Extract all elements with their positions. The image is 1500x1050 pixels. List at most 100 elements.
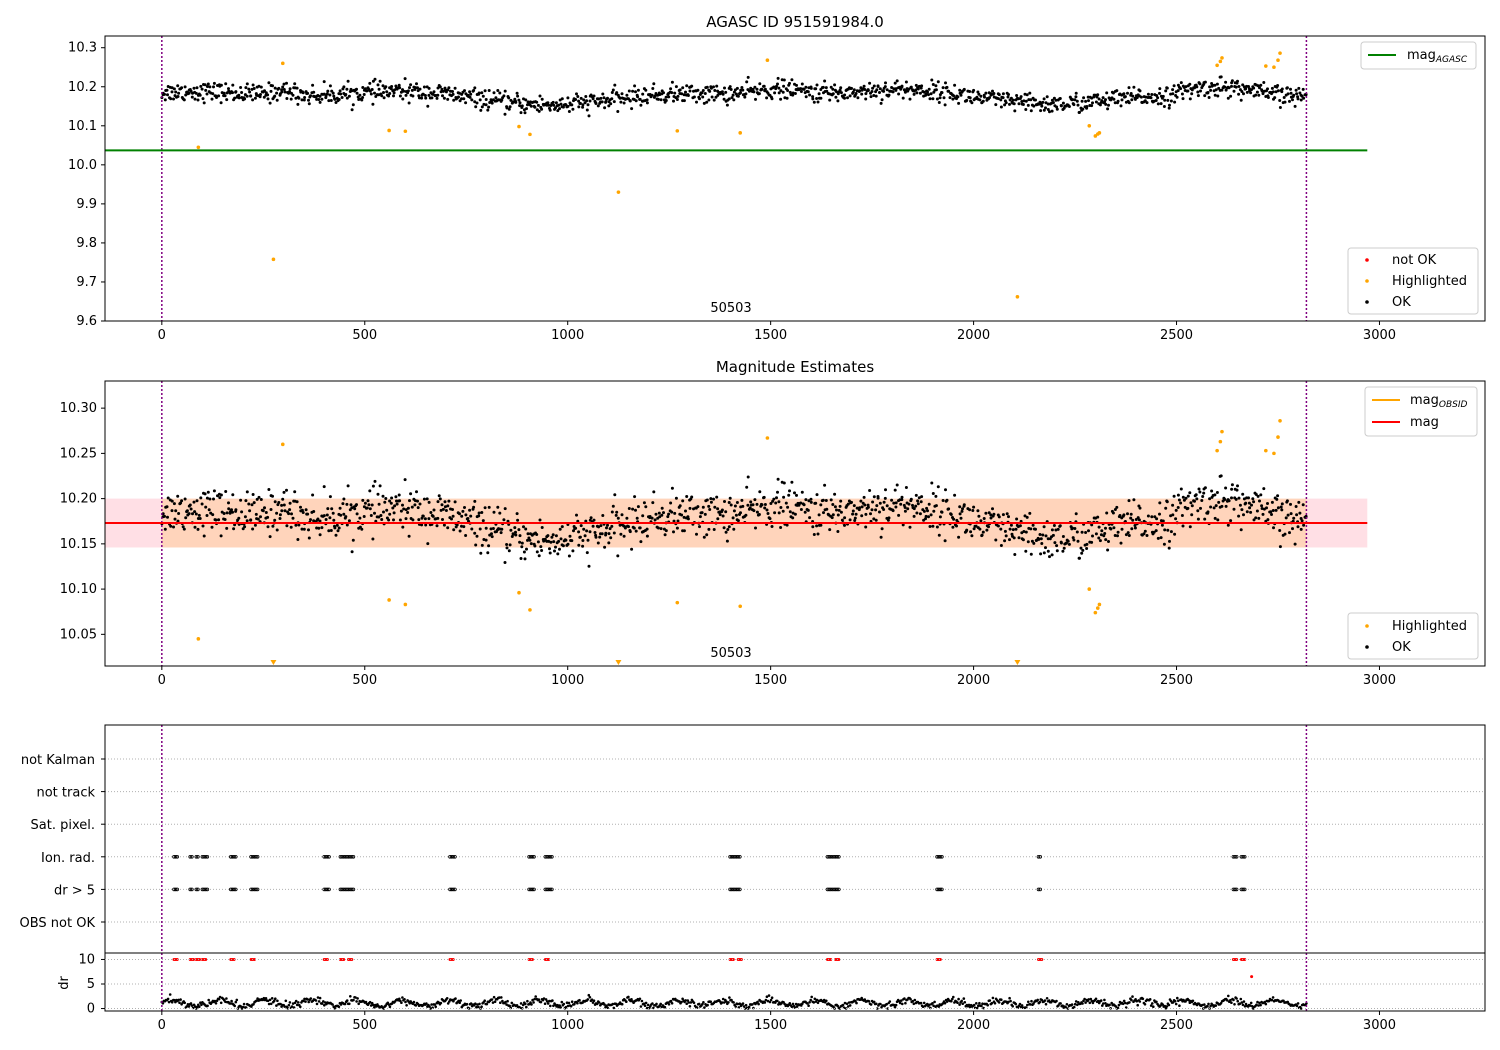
dr-point: [199, 1001, 202, 1004]
ok-point: [166, 515, 169, 519]
ok-point: [659, 527, 663, 531]
dr-point: [1191, 999, 1195, 1003]
ok-point: [1130, 527, 1134, 531]
ok-point: [195, 499, 199, 503]
dr-point: [900, 999, 903, 1002]
ok-point: [645, 527, 649, 531]
ok-point: [361, 96, 365, 99]
flag-point: [1241, 887, 1245, 892]
ok-point: [926, 509, 929, 513]
ok-point: [875, 504, 879, 508]
dr-point: [548, 999, 551, 1003]
ok-point: [1024, 99, 1028, 103]
ok-point: [713, 89, 717, 92]
dr-point: [1203, 1003, 1206, 1006]
ok-point: [239, 86, 243, 89]
ok-point: [440, 503, 444, 507]
ok-point: [273, 86, 277, 90]
dr-point: [206, 1004, 209, 1008]
ok-point: [1276, 506, 1280, 510]
ok-point: [1061, 101, 1065, 105]
dr-point: [630, 998, 633, 1001]
ok-point: [193, 97, 197, 101]
ok-point: [245, 94, 249, 98]
ok-point: [1173, 532, 1177, 536]
ok-point: [446, 97, 450, 101]
flag-point: [733, 887, 737, 892]
dr-point: [1165, 1005, 1169, 1008]
ok-point: [248, 90, 252, 94]
ok-point: [271, 524, 275, 528]
ok-point: [788, 510, 792, 514]
ok-point: [1206, 91, 1210, 94]
ok-point: [891, 90, 895, 94]
dr-point: [1206, 1004, 1209, 1008]
dr-point: [960, 999, 963, 1003]
ok-point: [329, 99, 333, 102]
dr-point: [452, 999, 455, 1003]
ok-point: [1076, 103, 1080, 107]
ok-point: [551, 100, 555, 104]
ok-point: [730, 96, 734, 100]
ok-point: [468, 95, 472, 99]
svg-text:magAGASC: magAGASC: [1407, 48, 1468, 65]
ok-point: [1220, 504, 1224, 508]
ok-point: [210, 97, 214, 101]
highlighted-point: [1218, 59, 1223, 64]
ok-point: [561, 544, 565, 548]
ok-point: [897, 513, 901, 517]
panel2-legend-points: Highlighted OK: [1347, 612, 1479, 660]
ok-point: [554, 545, 557, 549]
flag-point: [173, 887, 178, 892]
ok-point: [1278, 529, 1282, 532]
ok-point: [418, 502, 422, 506]
highlighted-point: [1218, 439, 1223, 444]
ok-point: [381, 494, 385, 498]
row-label: OBS not OK: [20, 916, 96, 931]
ok-point: [788, 489, 791, 493]
ok-point: [1260, 89, 1264, 93]
panel2-lines: [105, 381, 1368, 666]
dr-point: [767, 994, 771, 997]
ok-point: [269, 508, 273, 511]
ok-point: [1196, 509, 1200, 513]
ok-point: [255, 497, 259, 501]
ok-point: [1161, 94, 1165, 98]
ok-point: [361, 498, 365, 502]
dr-point: [766, 999, 770, 1003]
ok-point: [684, 90, 687, 94]
dr-point: [721, 997, 725, 1001]
ok-point: [1261, 512, 1265, 516]
ok-point: [804, 498, 808, 502]
dr-point: [684, 999, 687, 1002]
ok-point: [1260, 507, 1264, 510]
ok-point: [318, 100, 322, 104]
ok-point: [1242, 513, 1245, 517]
ok-point: [894, 87, 898, 91]
ok-point: [670, 80, 674, 84]
flag-point: [338, 854, 343, 859]
ok-point: [582, 527, 586, 531]
ok-point: [972, 88, 976, 92]
ok-point: [1079, 546, 1083, 550]
ok-point: [450, 517, 453, 521]
ok-point: [496, 89, 500, 92]
ok-point: [247, 87, 251, 91]
ok-point: [791, 516, 795, 520]
ok-point: [1028, 91, 1032, 95]
ok-point: [540, 97, 544, 101]
ok-point: [879, 101, 883, 105]
ok-point: [1234, 85, 1238, 89]
ok-point: [468, 90, 472, 94]
ok-point: [1188, 525, 1192, 529]
ok-point: [766, 512, 770, 515]
ok-point: [549, 540, 553, 544]
ok-point: [1165, 500, 1169, 504]
ok-point: [1139, 95, 1143, 99]
ok-point: [360, 98, 364, 102]
ok-point: [601, 92, 605, 96]
ok-point: [707, 504, 711, 508]
ok-point: [311, 493, 315, 497]
ok-point: [266, 93, 270, 97]
ok-point: [1055, 549, 1059, 553]
